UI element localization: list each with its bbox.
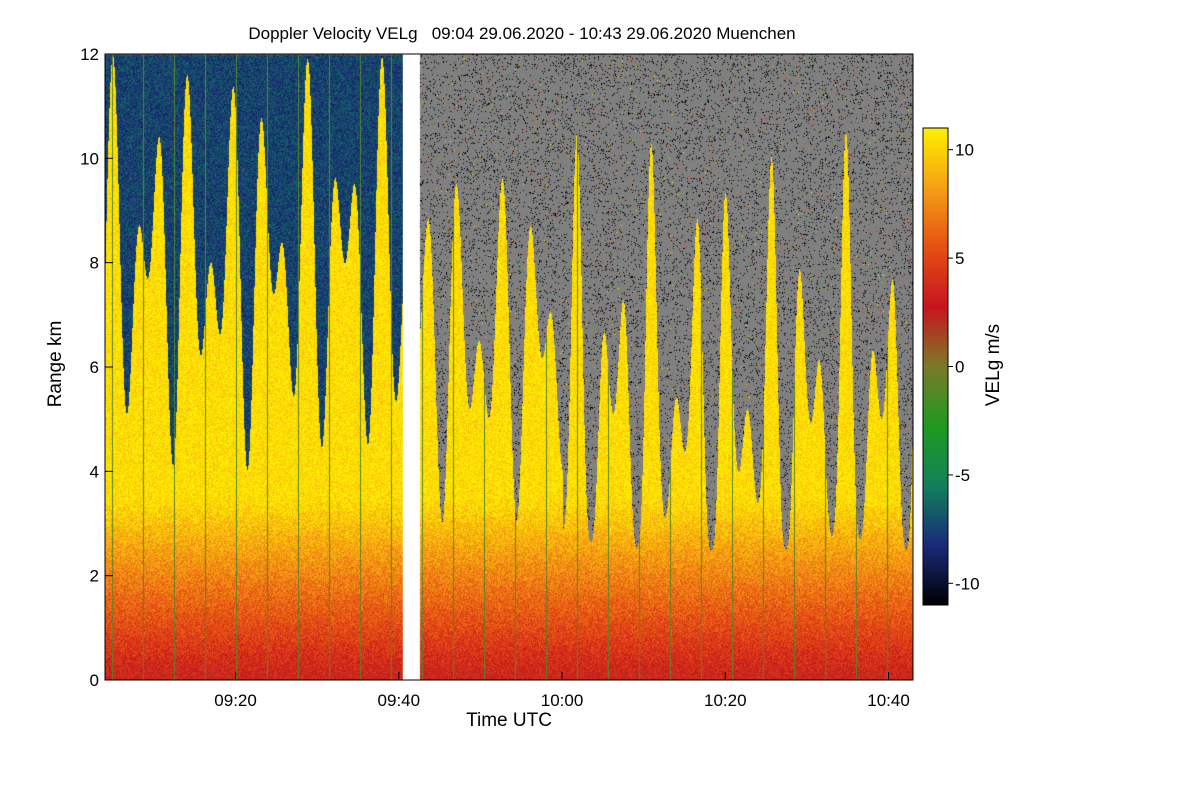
data-gap	[402, 55, 420, 680]
y-tick-label: 0	[90, 671, 99, 690]
velocity-heatmap-raster	[105, 54, 913, 680]
x-tick-label: 10:00	[541, 691, 584, 710]
y-tick-label: 4	[90, 462, 99, 481]
y-axis-label: Range km	[45, 321, 66, 408]
x-axis: 09:20 09:40 10:00 10:20 10:40	[214, 672, 910, 710]
y-tick-label: 6	[90, 358, 99, 377]
colorbar-tick-label: 5	[955, 249, 964, 268]
y-tick-label: 8	[90, 254, 99, 273]
x-tick-label: 09:20	[214, 691, 257, 710]
colorbar-gradient	[922, 127, 949, 606]
chart-title: Doppler Velocity VELg 09:04 29.06.2020 -…	[248, 24, 795, 43]
y-tick-label: 12	[80, 45, 99, 64]
x-tick-label: 10:20	[704, 691, 747, 710]
x-tick-label: 09:40	[378, 691, 421, 710]
x-tick-label: 10:40	[867, 691, 910, 710]
y-axis: 0 2 4 6 8 10 12	[80, 45, 113, 690]
colorbar-tick-label: -10	[955, 574, 980, 593]
plot-area	[104, 53, 914, 681]
colorbar-tick-label: 0	[955, 358, 964, 377]
colorbar-label: VELg m/s	[983, 324, 1004, 406]
y-tick-label: 2	[90, 567, 99, 586]
colorbar-tick-label: 10	[955, 141, 974, 160]
velocity-heatmap	[105, 54, 913, 680]
x-axis-label: Time UTC	[466, 710, 552, 731]
y-tick-label: 10	[80, 149, 99, 168]
colorbar-ticks: 10 5 0 -5 -10	[948, 141, 980, 593]
colorbar-tick-label: -5	[955, 466, 970, 485]
colorbar: 10 5 0 -5 -10 VELg m/s	[922, 127, 1004, 606]
